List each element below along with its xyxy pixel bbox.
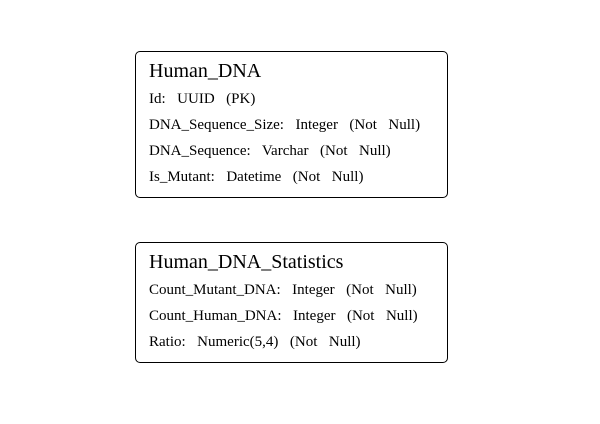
attribute-dna-sequence-size: DNA_Sequence_Size: Integer (Not Null) (149, 117, 421, 133)
attribute-count-human-dna: Count_Human_DNA: Integer (Not Null) (149, 308, 418, 324)
entity-human-dna-statistics: Human_DNA_Statistics Count_Mutant_DNA: I… (135, 242, 448, 363)
attribute-dna-sequence: DNA_Sequence: Varchar (Not Null) (149, 143, 391, 159)
entity-title: Human_DNA_Statistics (149, 251, 344, 273)
attribute-id: Id: UUID (PK) (149, 91, 256, 107)
attribute-ratio: Ratio: Numeric(5,4) (Not Null) (149, 334, 361, 350)
entity-human-dna: Human_DNA Id: UUID (PK) DNA_Sequence_Siz… (135, 51, 448, 198)
entity-title: Human_DNA (149, 60, 262, 82)
attribute-count-mutant-dna: Count_Mutant_DNA: Integer (Not Null) (149, 282, 417, 298)
attribute-is-mutant: Is_Mutant: Datetime (Not Null) (149, 169, 364, 185)
